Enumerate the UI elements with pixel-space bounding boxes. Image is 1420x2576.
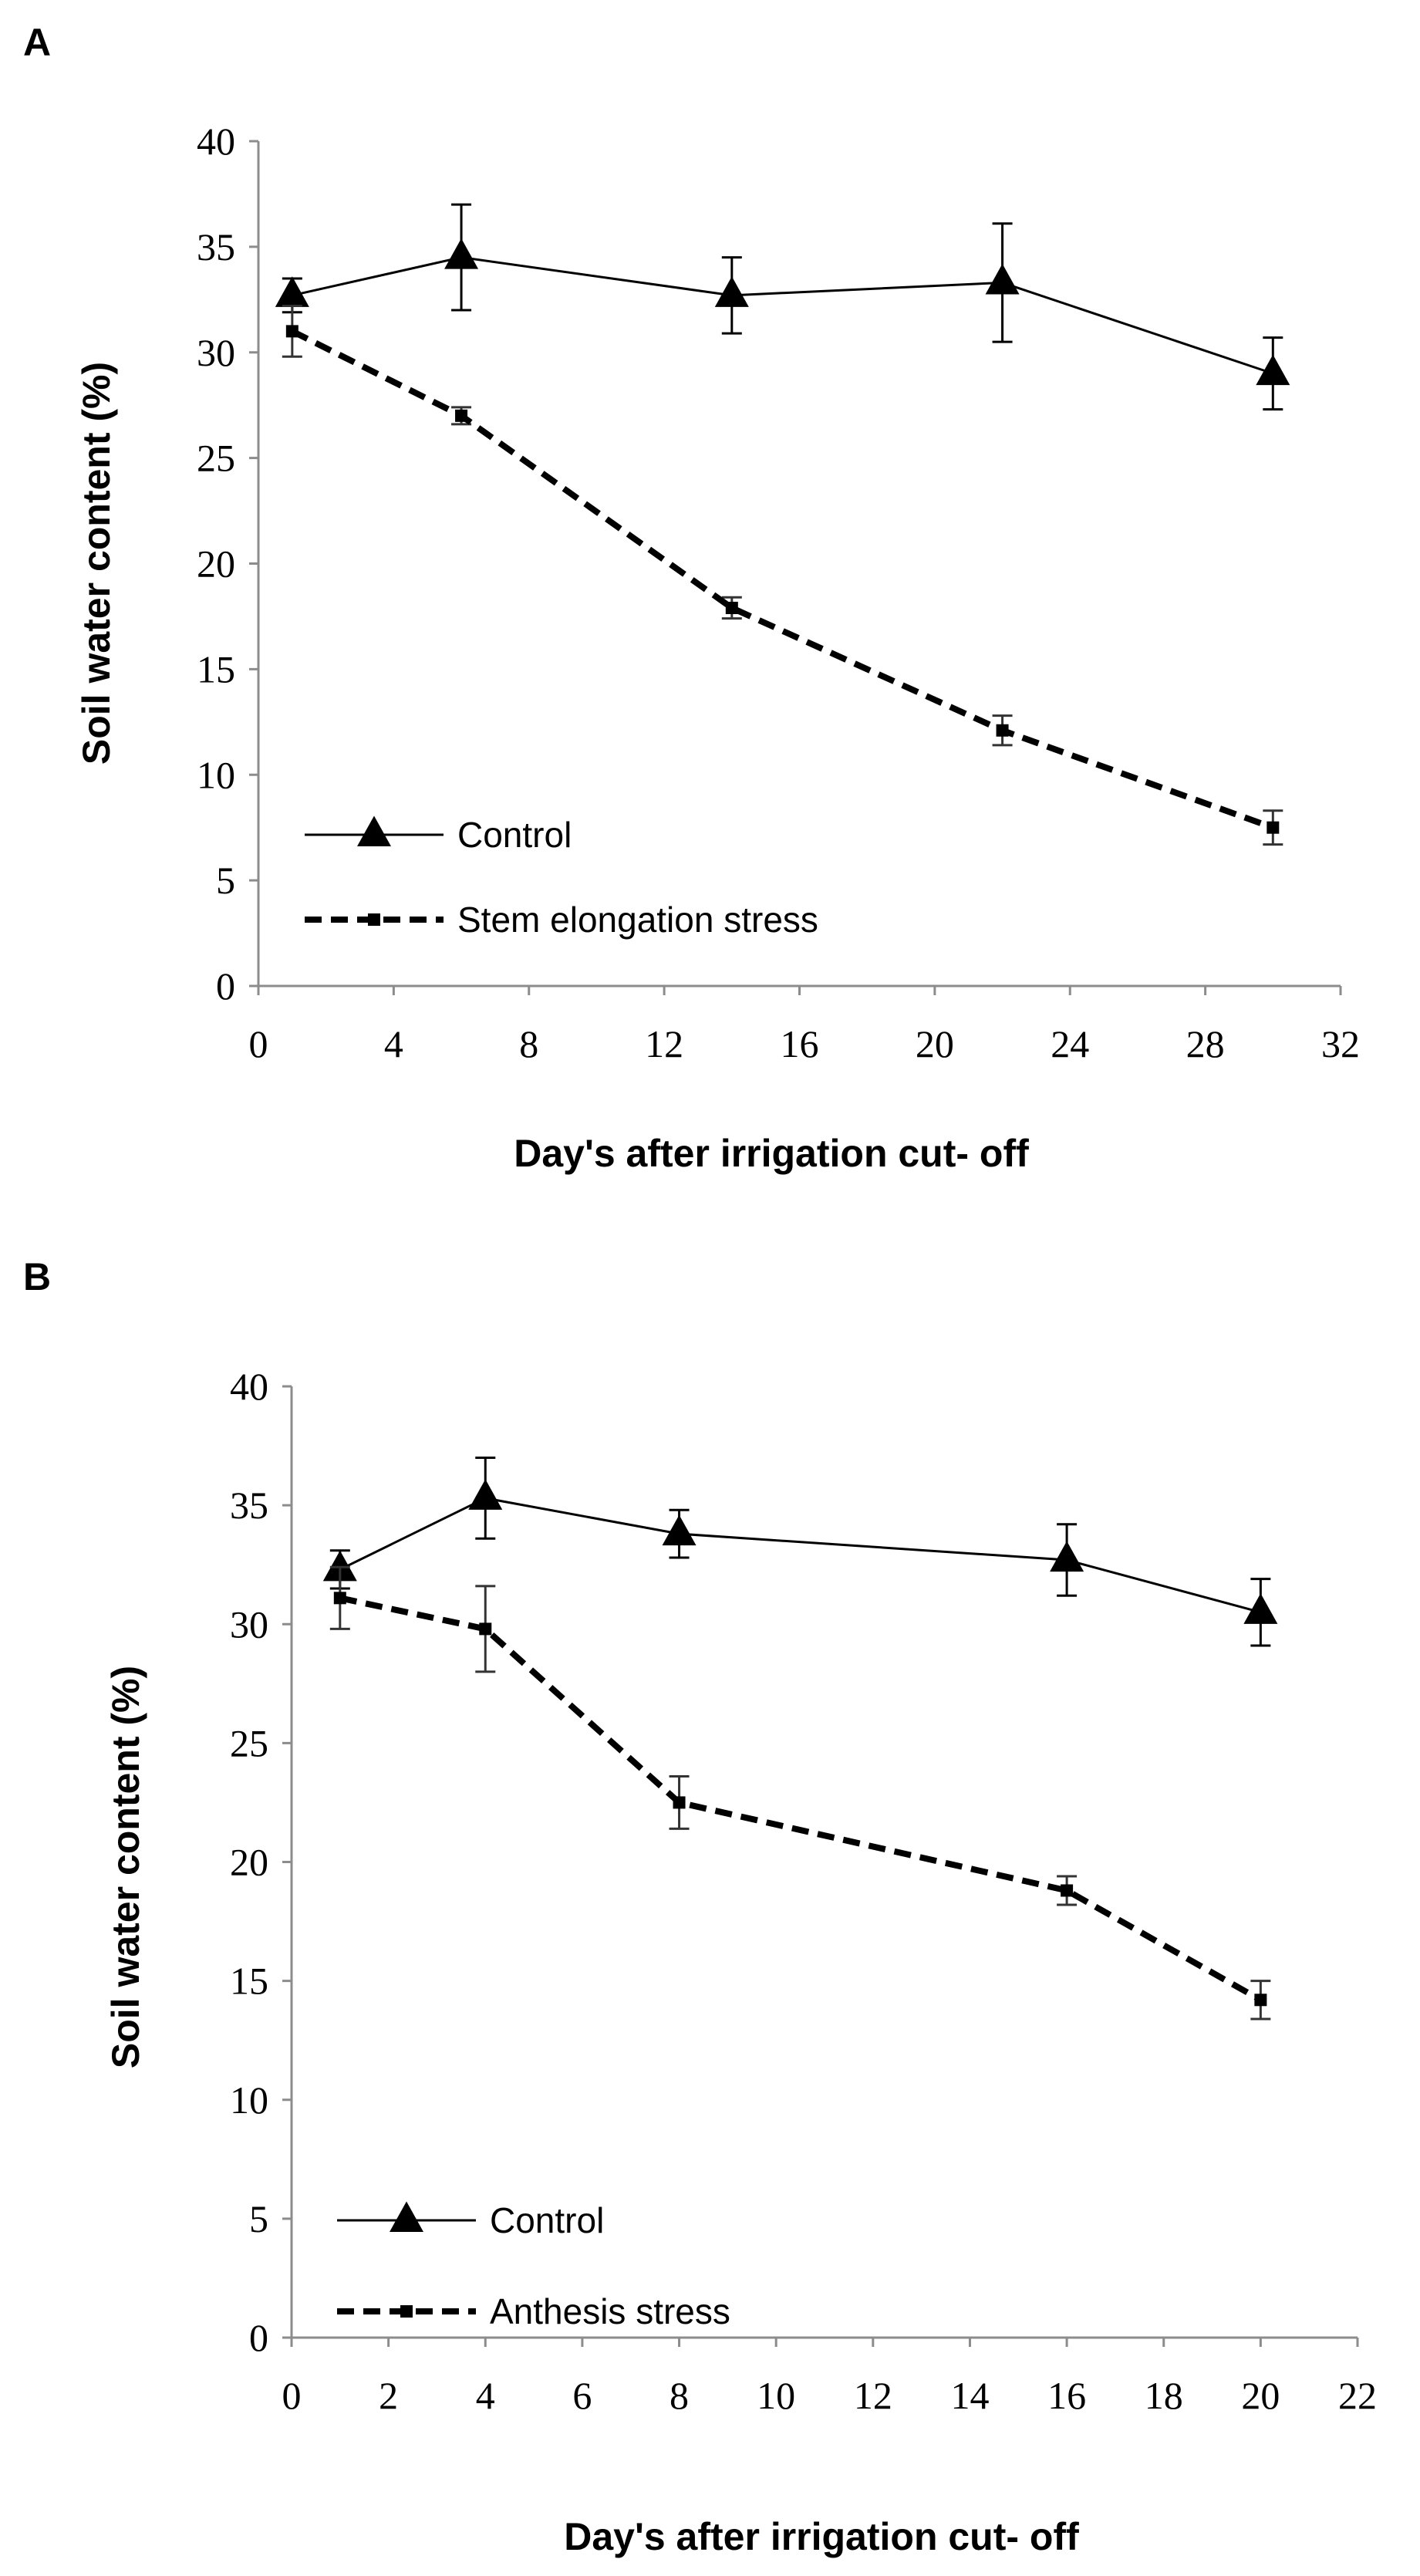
panel-a-letter: A — [23, 21, 51, 64]
panel-b-stress-series-line — [339, 1595, 1263, 2003]
panel-b-x-tick-label: 4 — [476, 2374, 495, 2417]
panel-a-control-point — [444, 238, 479, 269]
panel-a-control-point — [275, 276, 309, 307]
panel-a-x-tick-label: 0 — [249, 1022, 268, 1065]
panel-a-y-tick-label: 25 — [197, 437, 235, 480]
panel-a-x-tick-label: 16 — [781, 1022, 819, 1065]
panel-a-legend-stress-marker — [368, 913, 380, 926]
panel-b-x-tick-label: 0 — [282, 2374, 302, 2417]
panel-b-y-tick-label: 0 — [249, 2316, 268, 2359]
panel-b-x-tick-label: 12 — [854, 2374, 892, 2417]
panel-a-x-tick-label: 32 — [1321, 1022, 1360, 1065]
panel-b-x-tick-label: 22 — [1338, 2374, 1377, 2417]
panel-a-y-tick-label: 15 — [197, 647, 235, 690]
panel-b-y-tick-label: 25 — [230, 1721, 268, 1764]
panel-a-y-tick-label: 35 — [197, 225, 235, 268]
panel-b-control-point — [322, 1550, 357, 1582]
panel-b-y-tick-label: 35 — [230, 1484, 268, 1527]
panel-b: B Soil water content (%) Day's after irr… — [23, 1255, 1377, 2558]
panel-a-y-tick-label: 40 — [197, 120, 235, 163]
panel-a-y-tick-label: 10 — [197, 753, 235, 796]
panel-a-stress-point — [725, 601, 738, 614]
panel-b-x-tick-label: 10 — [757, 2374, 795, 2417]
panel-b-x-axis-title: Day's after irrigation cut- off — [564, 2515, 1079, 2558]
panel-a-stress-series-line — [291, 328, 1274, 831]
panel-b-control-point — [468, 1479, 503, 1510]
panel-b-control-point — [1050, 1541, 1084, 1572]
panel-b-y-tick-label: 10 — [230, 2078, 268, 2122]
panel-a-control-series-line — [292, 256, 1273, 375]
panel-b-stress-point — [333, 1592, 346, 1605]
panel-a-stress-point — [285, 325, 299, 338]
panel-b-y-tick-label: 20 — [230, 1841, 268, 1884]
panel-a-control-point — [1256, 354, 1290, 386]
panel-a-control-point — [985, 263, 1020, 295]
panel-a-y-axis-title: Soil water content (%) — [75, 362, 118, 765]
panel-b-x-tick-label: 20 — [1241, 2374, 1280, 2417]
panel-b-x-tick-label: 8 — [670, 2374, 689, 2417]
panel-b-x-tick-label: 16 — [1047, 2374, 1086, 2417]
panel-b-letter: B — [23, 1255, 51, 1298]
panel-b-y-tick-label: 15 — [230, 1960, 268, 2003]
panel-a: A Soil water content (%) Day's after irr… — [23, 21, 1360, 1175]
panel-b-y-tick-label: 30 — [230, 1602, 268, 1646]
panel-a-y-tick-label: 5 — [216, 859, 235, 902]
panel-a-legend-stress-label: Stem elongation stress — [457, 900, 818, 940]
panel-a-x-tick-label: 24 — [1051, 1022, 1089, 1065]
panel-b-x-tick-label: 6 — [572, 2374, 592, 2417]
panel-b-legend-stress-marker — [400, 2305, 413, 2318]
panel-b-legend-control-label: Control — [490, 2200, 604, 2240]
panel-a-x-tick-label: 4 — [384, 1022, 403, 1065]
panel-b-control-point — [1243, 1593, 1278, 1624]
panel-b-legend-stress-label: Anthesis stress — [490, 2291, 730, 2331]
panel-b-y-tick-label: 5 — [249, 2197, 268, 2240]
panel-a-y-tick-label: 0 — [216, 964, 235, 1008]
panel-a-stress-point — [455, 409, 468, 422]
panel-a-y-tick-label: 30 — [197, 331, 235, 374]
panel-a-x-tick-label: 20 — [916, 1022, 954, 1065]
panel-b-x-tick-label: 18 — [1145, 2374, 1183, 2417]
panel-a-y-tick-label: 20 — [197, 542, 235, 586]
panel-a-control-point — [714, 276, 749, 307]
panel-b-stress-point — [1061, 1884, 1074, 1897]
panel-a-stress-point — [996, 724, 1009, 737]
panel-a-x-axis-title: Day's after irrigation cut- off — [514, 1132, 1029, 1175]
panel-b-stress-point — [479, 1622, 492, 1636]
panel-a-x-tick-label: 12 — [645, 1022, 683, 1065]
panel-a-legend-control-label: Control — [457, 815, 572, 855]
panel-b-stress-point — [1254, 1994, 1267, 2007]
panel-b-control-point — [662, 1514, 697, 1546]
panel-b-control-series-line — [339, 1497, 1261, 1614]
panel-a-stress-point — [1267, 821, 1280, 834]
panel-b-x-tick-label: 14 — [950, 2374, 989, 2417]
panel-a-x-tick-label: 28 — [1186, 1022, 1225, 1065]
panel-b-stress-point — [673, 1796, 686, 1809]
panel-a-legend-control-marker — [357, 815, 391, 847]
panel-b-y-tick-label: 40 — [230, 1365, 268, 1408]
panel-b-legend-control-marker — [390, 2201, 423, 2233]
panel-b-x-tick-label: 2 — [379, 2374, 398, 2417]
panel-b-y-axis-title: Soil water content (%) — [104, 1666, 147, 2068]
panel-a-x-tick-label: 8 — [519, 1022, 538, 1065]
